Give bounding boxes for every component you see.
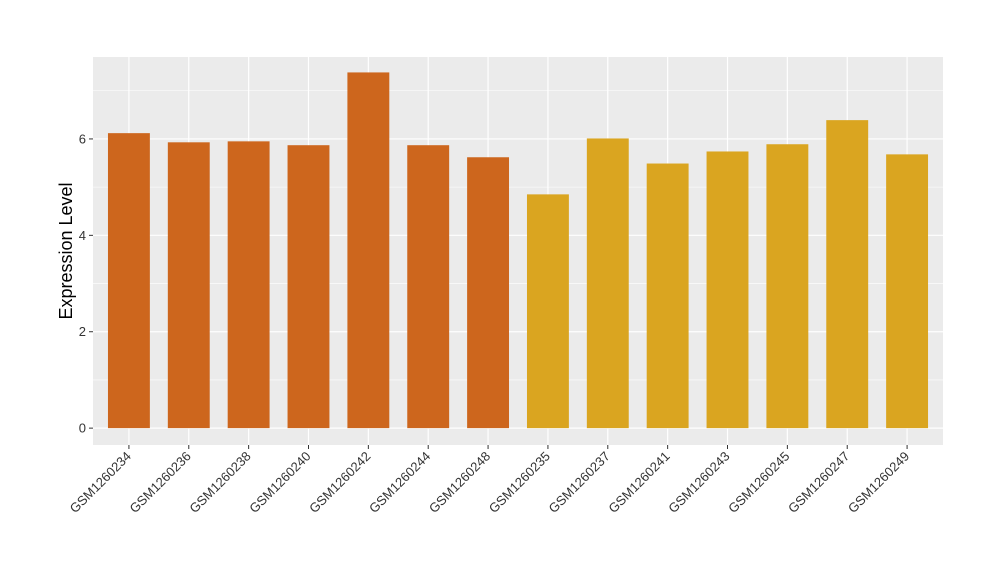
x-tick-label: GSM1260243 [665, 449, 732, 516]
bar-GSM1260238 [227, 141, 270, 429]
x-tick-label: GSM1260236 [127, 449, 194, 516]
y-tick-label: 2 [79, 324, 86, 339]
y-axis-title: Expression Level [56, 182, 76, 319]
bar-GSM1260240 [287, 145, 330, 429]
bar-GSM1260247 [826, 120, 869, 429]
x-tick-label: GSM1260244 [366, 449, 433, 516]
bar-GSM1260249 [886, 154, 929, 429]
bar-GSM1260235 [526, 194, 569, 429]
bar-GSM1260242 [347, 72, 390, 429]
x-tick-label: GSM1260245 [725, 449, 792, 516]
x-axis-ticks: GSM1260234GSM1260236GSM1260238GSM1260240… [67, 445, 912, 516]
plot-panel [93, 57, 943, 445]
bar-GSM1260237 [586, 138, 629, 429]
bars [107, 72, 929, 429]
y-tick-label: 4 [79, 228, 86, 243]
y-tick-label: 6 [79, 131, 86, 146]
x-tick-label: GSM1260235 [486, 449, 553, 516]
x-tick-label: GSM1260240 [246, 449, 313, 516]
bar-GSM1260236 [167, 142, 210, 429]
bar-GSM1260244 [407, 145, 450, 429]
bar-GSM1260243 [706, 151, 749, 429]
x-tick-label: GSM1260238 [186, 449, 253, 516]
bar-GSM1260234 [107, 133, 150, 429]
bar-GSM1260248 [467, 157, 510, 429]
x-tick-label: GSM1260237 [546, 449, 613, 516]
bar-GSM1260245 [766, 144, 809, 429]
y-axis-ticks: 0 2 4 6 [79, 131, 93, 436]
x-tick-label: GSM1260247 [785, 449, 852, 516]
y-tick-label: 0 [79, 421, 86, 436]
x-tick-label: GSM1260234 [67, 449, 134, 516]
x-tick-label: GSM1260242 [306, 449, 373, 516]
bar-GSM1260241 [646, 163, 689, 429]
x-tick-label: GSM1260241 [605, 449, 672, 516]
x-tick-label: GSM1260249 [845, 449, 912, 516]
x-tick-label: GSM1260248 [426, 449, 493, 516]
